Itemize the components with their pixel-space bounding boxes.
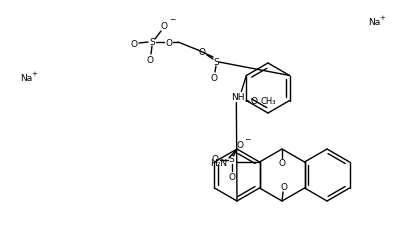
- Text: +: +: [31, 71, 37, 77]
- Text: O: O: [198, 47, 206, 57]
- Text: CH₃: CH₃: [261, 97, 276, 106]
- Text: O: O: [228, 172, 235, 182]
- Text: O: O: [281, 183, 288, 191]
- Text: O: O: [146, 56, 153, 64]
- Text: O: O: [251, 97, 258, 106]
- Text: −: −: [244, 136, 251, 144]
- Text: S: S: [149, 38, 155, 46]
- Text: O: O: [161, 21, 168, 30]
- Text: Na: Na: [20, 74, 32, 82]
- Text: NH: NH: [231, 93, 245, 102]
- Text: O: O: [279, 159, 286, 167]
- Text: −: −: [169, 16, 175, 24]
- Text: H₂N: H₂N: [211, 159, 228, 167]
- Text: +: +: [379, 15, 385, 21]
- Text: O: O: [236, 142, 243, 150]
- Text: S: S: [229, 156, 234, 165]
- Text: O: O: [166, 39, 173, 47]
- Text: O: O: [131, 40, 138, 48]
- Text: O: O: [211, 74, 218, 82]
- Text: S: S: [213, 58, 219, 66]
- Text: Na: Na: [368, 18, 380, 26]
- Text: O: O: [211, 156, 218, 165]
